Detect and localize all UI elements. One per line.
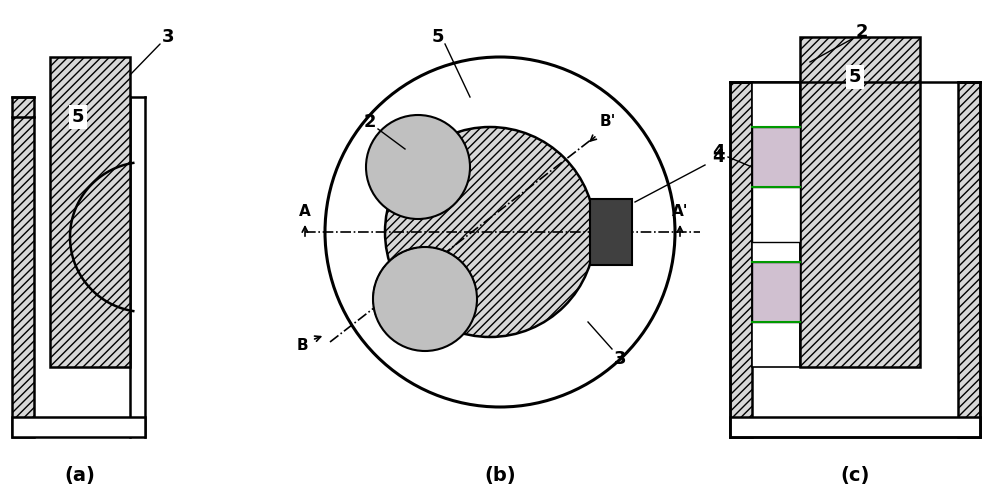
Bar (752, 262, 800, 322)
Text: 5: 5 (72, 108, 84, 126)
Bar (958, 82, 980, 437)
Text: 4: 4 (712, 148, 724, 166)
Bar (730, 82, 752, 437)
Bar (12, 97, 34, 437)
Text: B: B (296, 337, 308, 352)
Text: 3: 3 (614, 350, 626, 368)
Text: A': A' (672, 204, 688, 219)
Circle shape (385, 127, 595, 337)
Bar (50, 57, 130, 367)
Text: A: A (299, 204, 311, 219)
Text: 4: 4 (712, 143, 724, 161)
Text: 2: 2 (364, 113, 376, 131)
Text: (b): (b) (484, 466, 516, 485)
Bar (590, 199, 632, 265)
Circle shape (373, 247, 477, 351)
Text: B': B' (600, 114, 616, 129)
Text: 2: 2 (856, 23, 868, 41)
Text: (a): (a) (65, 466, 95, 485)
Bar (752, 187, 800, 242)
Bar (730, 417, 980, 437)
Text: 3: 3 (162, 28, 174, 46)
Bar (800, 37, 920, 367)
Text: 5: 5 (849, 68, 861, 86)
Bar (752, 82, 800, 367)
Bar (12, 417, 145, 437)
Text: 5: 5 (432, 28, 444, 46)
Circle shape (366, 115, 470, 219)
Bar (752, 127, 800, 187)
Circle shape (325, 57, 675, 407)
Text: (c): (c) (840, 466, 870, 485)
